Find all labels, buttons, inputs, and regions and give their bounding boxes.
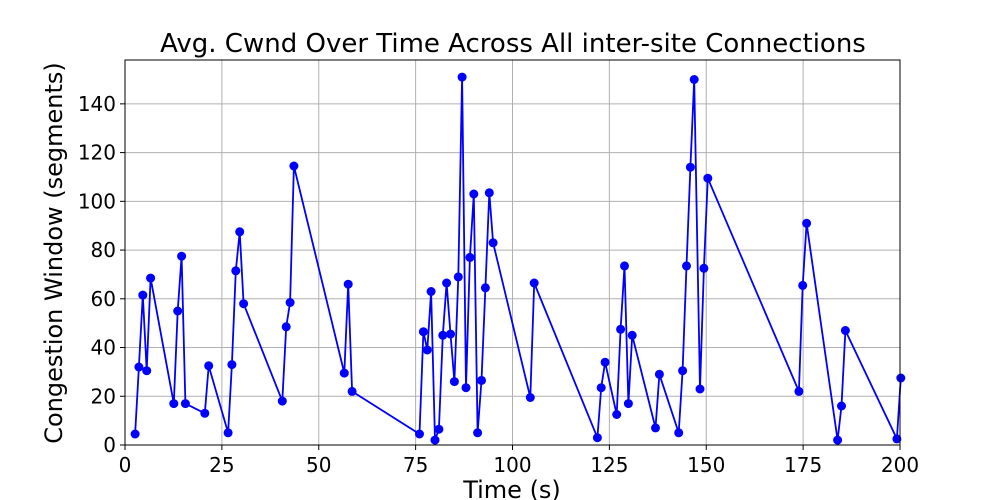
data-point — [896, 373, 906, 383]
series-line — [134, 77, 902, 443]
data-point — [173, 306, 183, 316]
x-tick-label: 150 — [687, 453, 725, 477]
data-point — [480, 283, 490, 293]
data-point — [235, 227, 245, 237]
data-point — [473, 428, 483, 438]
x-axis-title: Time (s) — [462, 476, 561, 500]
data-point — [689, 75, 699, 84]
data-point — [592, 433, 602, 443]
data-point — [134, 362, 144, 372]
x-tick-label: 200 — [881, 453, 919, 477]
data-point — [477, 375, 486, 385]
data-point — [674, 428, 684, 438]
data-point — [130, 429, 140, 439]
data-point — [434, 424, 444, 434]
data-point — [469, 189, 479, 199]
data-point — [169, 399, 179, 409]
data-point — [277, 396, 287, 406]
series-layer — [130, 72, 906, 445]
data-point — [484, 188, 494, 198]
data-point — [654, 369, 664, 379]
y-tick-label: 40 — [91, 336, 116, 360]
y-tick-label: 0 — [103, 433, 116, 457]
x-tick-label: 50 — [306, 453, 331, 477]
x-tick-label: 175 — [784, 453, 822, 477]
data-point — [892, 434, 902, 444]
data-point — [138, 290, 148, 300]
data-point — [142, 366, 152, 376]
data-point — [465, 252, 475, 262]
data-point — [623, 399, 633, 409]
data-point — [223, 428, 233, 438]
data-point — [227, 360, 237, 370]
data-point — [840, 326, 850, 335]
y-tick-label: 100 — [78, 189, 116, 213]
data-point — [343, 279, 353, 289]
data-point — [438, 330, 448, 340]
data-point — [833, 435, 843, 445]
data-point — [339, 368, 349, 378]
data-point — [289, 161, 299, 171]
data-point — [682, 261, 691, 271]
data-point — [695, 384, 705, 394]
x-axis: 0 25 50 75 100 125 150 175 200 — [119, 445, 919, 477]
data-point — [600, 357, 610, 367]
data-point — [347, 386, 357, 396]
data-point — [281, 322, 291, 332]
x-tick-label: 75 — [403, 453, 428, 477]
data-point — [204, 361, 214, 371]
x-tick-label: 25 — [209, 453, 234, 477]
x-tick-label: 0 — [119, 453, 132, 477]
data-point — [239, 299, 249, 309]
data-point — [703, 173, 713, 183]
y-tick-label: 140 — [78, 92, 116, 116]
data-point — [146, 273, 156, 283]
data-point — [449, 377, 459, 387]
y-tick-label: 20 — [91, 384, 116, 408]
y-axis-title: Congestion Window (segments) — [40, 62, 68, 444]
data-point — [285, 298, 295, 307]
data-point — [180, 399, 190, 409]
data-point — [616, 324, 626, 334]
data-point — [651, 423, 660, 433]
y-tick-label: 60 — [91, 287, 116, 311]
data-point — [457, 72, 467, 82]
data-point — [685, 162, 695, 172]
data-point — [678, 366, 688, 376]
data-point — [461, 383, 471, 393]
chart-title: Avg. Cwnd Over Time Across All inter-sit… — [160, 29, 866, 59]
data-point — [596, 383, 606, 393]
x-tick-label: 125 — [590, 453, 628, 477]
data-point — [798, 280, 808, 290]
y-axis: 0 20 40 60 80 100 120 140 — [78, 92, 125, 457]
data-point — [488, 238, 498, 248]
y-tick-label: 120 — [78, 141, 116, 165]
data-point — [426, 287, 436, 296]
data-point — [837, 401, 846, 411]
data-point — [430, 435, 440, 445]
data-point — [794, 386, 804, 396]
data-point — [802, 218, 812, 228]
x-tick-label: 100 — [493, 453, 531, 477]
data-point — [442, 278, 452, 288]
data-point — [231, 266, 241, 276]
data-point — [177, 251, 187, 261]
data-point — [627, 330, 637, 340]
data-point — [699, 263, 709, 273]
data-point — [446, 329, 455, 339]
data-point — [418, 327, 428, 337]
data-point — [415, 429, 424, 439]
data-point — [620, 261, 629, 271]
y-tick-label: 80 — [91, 238, 116, 262]
data-point — [612, 410, 622, 419]
data-point — [525, 393, 535, 402]
data-point — [422, 345, 432, 355]
data-point — [200, 408, 210, 418]
data-point — [453, 272, 463, 282]
data-point — [529, 278, 539, 288]
